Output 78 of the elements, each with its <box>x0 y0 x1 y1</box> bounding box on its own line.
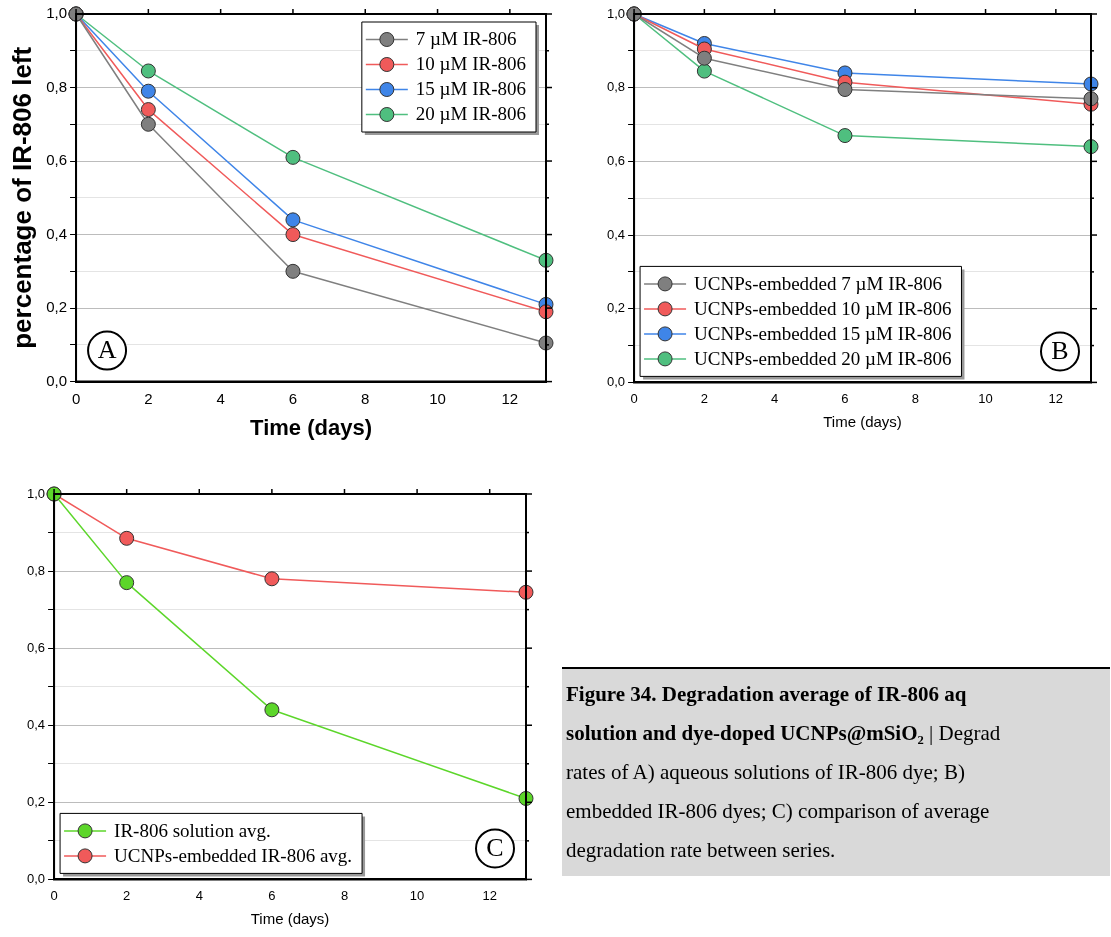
point <box>837 128 853 144</box>
y-axis-title: percentage of IR-806 left <box>6 46 37 349</box>
legend-label: UCNPs-embedded 15 µM IR-806 <box>694 322 952 344</box>
annotation: A <box>97 335 117 365</box>
point <box>119 530 135 546</box>
point <box>264 702 280 718</box>
y-tick-label: 1,0 <box>46 4 68 22</box>
x-tick-label: 4 <box>195 887 203 903</box>
x-tick-label: 2 <box>700 390 708 406</box>
y-tick-label: 0,2 <box>606 300 626 316</box>
x-tick-label: 4 <box>216 389 225 407</box>
legend-label: UCNPs-embedded IR-806 avg. <box>114 844 353 866</box>
x-tick-label: 0 <box>50 887 58 903</box>
x-tick-label: 2 <box>144 389 153 407</box>
x-tick-label: 10 <box>978 390 993 406</box>
legend-label: 20 µM IR-806 <box>415 103 526 125</box>
legend-label: UCNPs-embedded 10 µM IR-806 <box>694 297 952 319</box>
point <box>285 212 301 228</box>
legend-label: UCNPs-embedded 20 µM IR-806 <box>694 347 952 369</box>
text: | Degrad <box>929 721 1001 745</box>
x-tick-label: 10 <box>429 389 446 407</box>
point <box>285 149 301 165</box>
y-tick-label: 0,4 <box>606 226 626 242</box>
y-tick-label: 1,0 <box>606 5 626 21</box>
text: degradation rate between series. <box>566 838 836 862</box>
point <box>285 263 301 279</box>
y-tick-label: 0,4 <box>46 224 68 242</box>
text: solution and dye-doped UCNPs@mSiO₂ <box>566 721 924 745</box>
y-tick-label: 0,0 <box>46 371 68 389</box>
annotation: C <box>486 833 504 863</box>
y-tick-label: 0,2 <box>26 793 46 809</box>
point <box>837 82 853 98</box>
x-tick-label: 12 <box>501 389 519 407</box>
y-tick-label: 0,0 <box>606 373 626 389</box>
y-tick-label: 1,0 <box>26 485 46 501</box>
x-tick-label: 2 <box>123 887 131 903</box>
point <box>140 83 156 99</box>
y-tick-label: 0,8 <box>46 77 68 95</box>
x-tick-label: 12 <box>1048 390 1064 406</box>
annotation: B <box>1051 336 1069 366</box>
x-axis-title: Time (days) <box>250 414 372 440</box>
legend-label: UCNPs-embedded 7 µM IR-806 <box>694 272 942 294</box>
x-axis-title: Time (days) <box>250 910 330 928</box>
y-tick-label: 0,4 <box>26 716 46 732</box>
y-tick-label: 0,2 <box>46 298 68 316</box>
x-tick-label: 4 <box>771 390 779 406</box>
point <box>140 63 156 79</box>
y-tick-label: 0,6 <box>606 152 626 168</box>
point <box>140 102 156 118</box>
x-tick-label: 6 <box>841 390 849 406</box>
point <box>119 575 135 591</box>
y-tick-label: 0,8 <box>606 79 626 95</box>
x-tick-label: 6 <box>288 389 298 407</box>
x-tick-label: 0 <box>71 389 81 407</box>
x-tick-label: 12 <box>482 887 497 903</box>
x-tick-label: 0 <box>630 390 638 406</box>
point <box>264 571 280 587</box>
x-tick-label: 10 <box>409 887 425 903</box>
legend-label: 7 µM IR-806 <box>415 28 517 50</box>
legend-label: 15 µM IR-806 <box>415 78 526 100</box>
point <box>140 116 156 132</box>
text: embedded IR-806 dyes; C) comparison of average <box>566 799 990 823</box>
caption: Figure 34. Degradation average of IR-806 aq <box>566 682 967 706</box>
y-tick-label: 0,6 <box>26 639 46 655</box>
x-tick-label: 8 <box>361 389 370 407</box>
point <box>285 227 301 243</box>
x-tick-label: 8 <box>911 390 919 406</box>
point <box>696 50 712 66</box>
legend-label: IR-806 solution avg. <box>114 819 271 841</box>
text: rates of A) aqueous solutions of IR-806 dye; B) <box>566 760 965 784</box>
point <box>696 63 712 79</box>
x-axis-title: Time (days) <box>823 413 902 431</box>
y-tick-label: 0,0 <box>26 870 46 886</box>
y-tick-label: 0,6 <box>46 151 68 169</box>
y-tick-label: 0,8 <box>26 562 46 578</box>
x-tick-label: 6 <box>268 887 276 903</box>
x-tick-label: 8 <box>340 887 349 903</box>
legend-label: 10 µM IR-806 <box>415 53 526 75</box>
